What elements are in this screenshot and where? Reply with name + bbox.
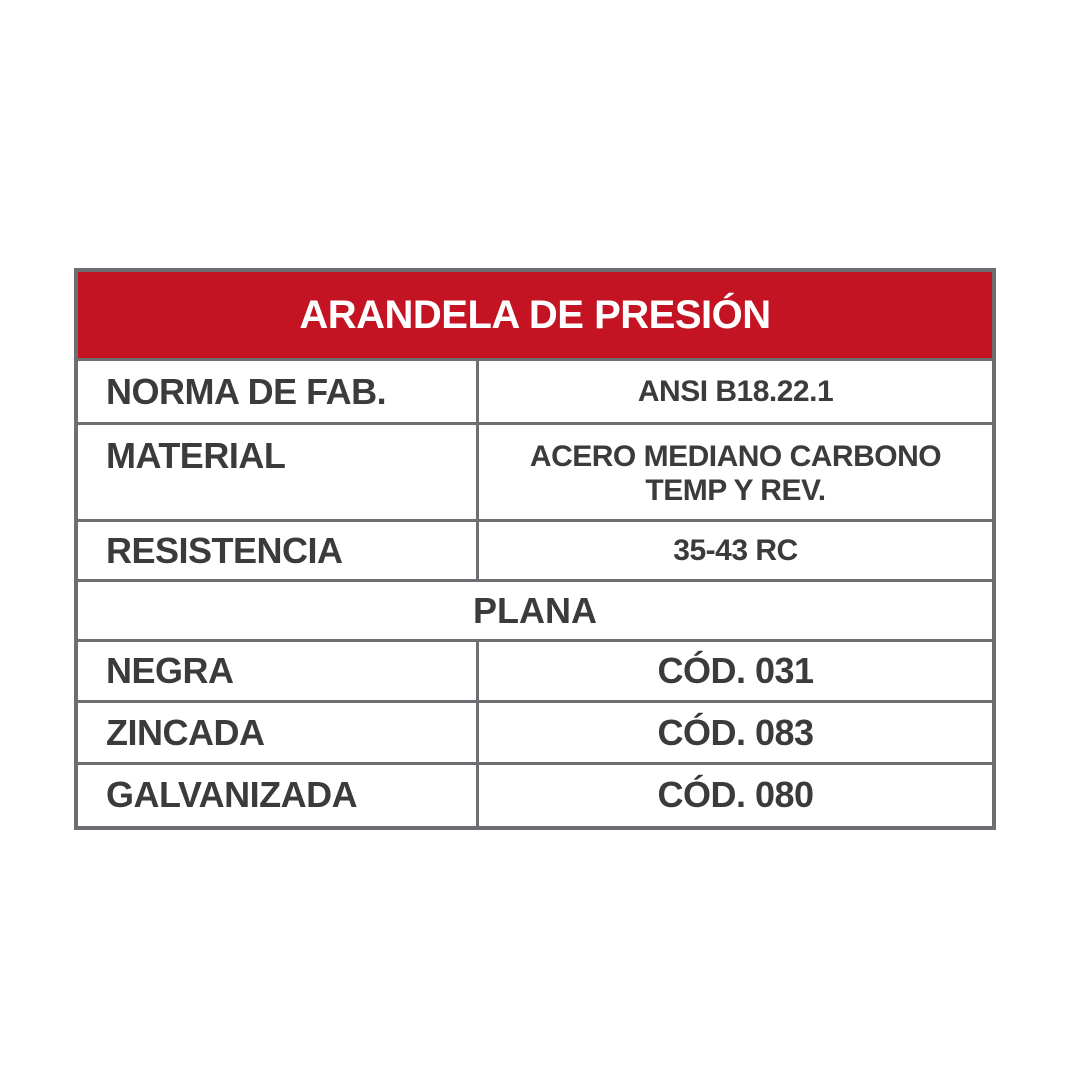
table-row: RESISTENCIA 35-43 RC xyxy=(74,519,996,582)
row-value: ANSI B18.22.1 xyxy=(476,358,996,425)
value-line: ACERO MEDIANO CARBONO xyxy=(529,440,942,473)
finish-label: NEGRA xyxy=(74,639,479,703)
section-row: PLANA xyxy=(74,579,996,642)
table-row: ZINCADA CÓD. 083 xyxy=(74,700,996,765)
row-label: NORMA DE FAB. xyxy=(74,358,479,425)
section-heading: PLANA xyxy=(74,579,996,642)
finish-label: ZINCADA xyxy=(74,700,479,765)
row-value: ACERO MEDIANO CARBONO TEMP Y REV. xyxy=(476,422,996,522)
finish-code: CÓD. 031 xyxy=(476,639,996,703)
row-value: 35-43 RC xyxy=(476,519,996,582)
spec-table: ARANDELA DE PRESIÓN NORMA DE FAB. ANSI B… xyxy=(74,268,996,830)
table-row: NORMA DE FAB. ANSI B18.22.1 xyxy=(74,358,996,425)
table-row: NEGRA CÓD. 031 xyxy=(74,639,996,703)
table-row: GALVANIZADA CÓD. 080 xyxy=(74,762,996,829)
finish-label: GALVANIZADA xyxy=(74,762,479,829)
row-label: MATERIAL xyxy=(74,422,479,522)
row-label: RESISTENCIA xyxy=(74,519,479,582)
finish-code: CÓD. 083 xyxy=(476,700,996,765)
table-row: MATERIAL ACERO MEDIANO CARBONO TEMP Y REV… xyxy=(74,422,996,522)
table-title: ARANDELA DE PRESIÓN xyxy=(74,268,996,361)
finish-code: CÓD. 080 xyxy=(476,762,996,829)
value-line: TEMP Y REV. xyxy=(645,474,826,507)
